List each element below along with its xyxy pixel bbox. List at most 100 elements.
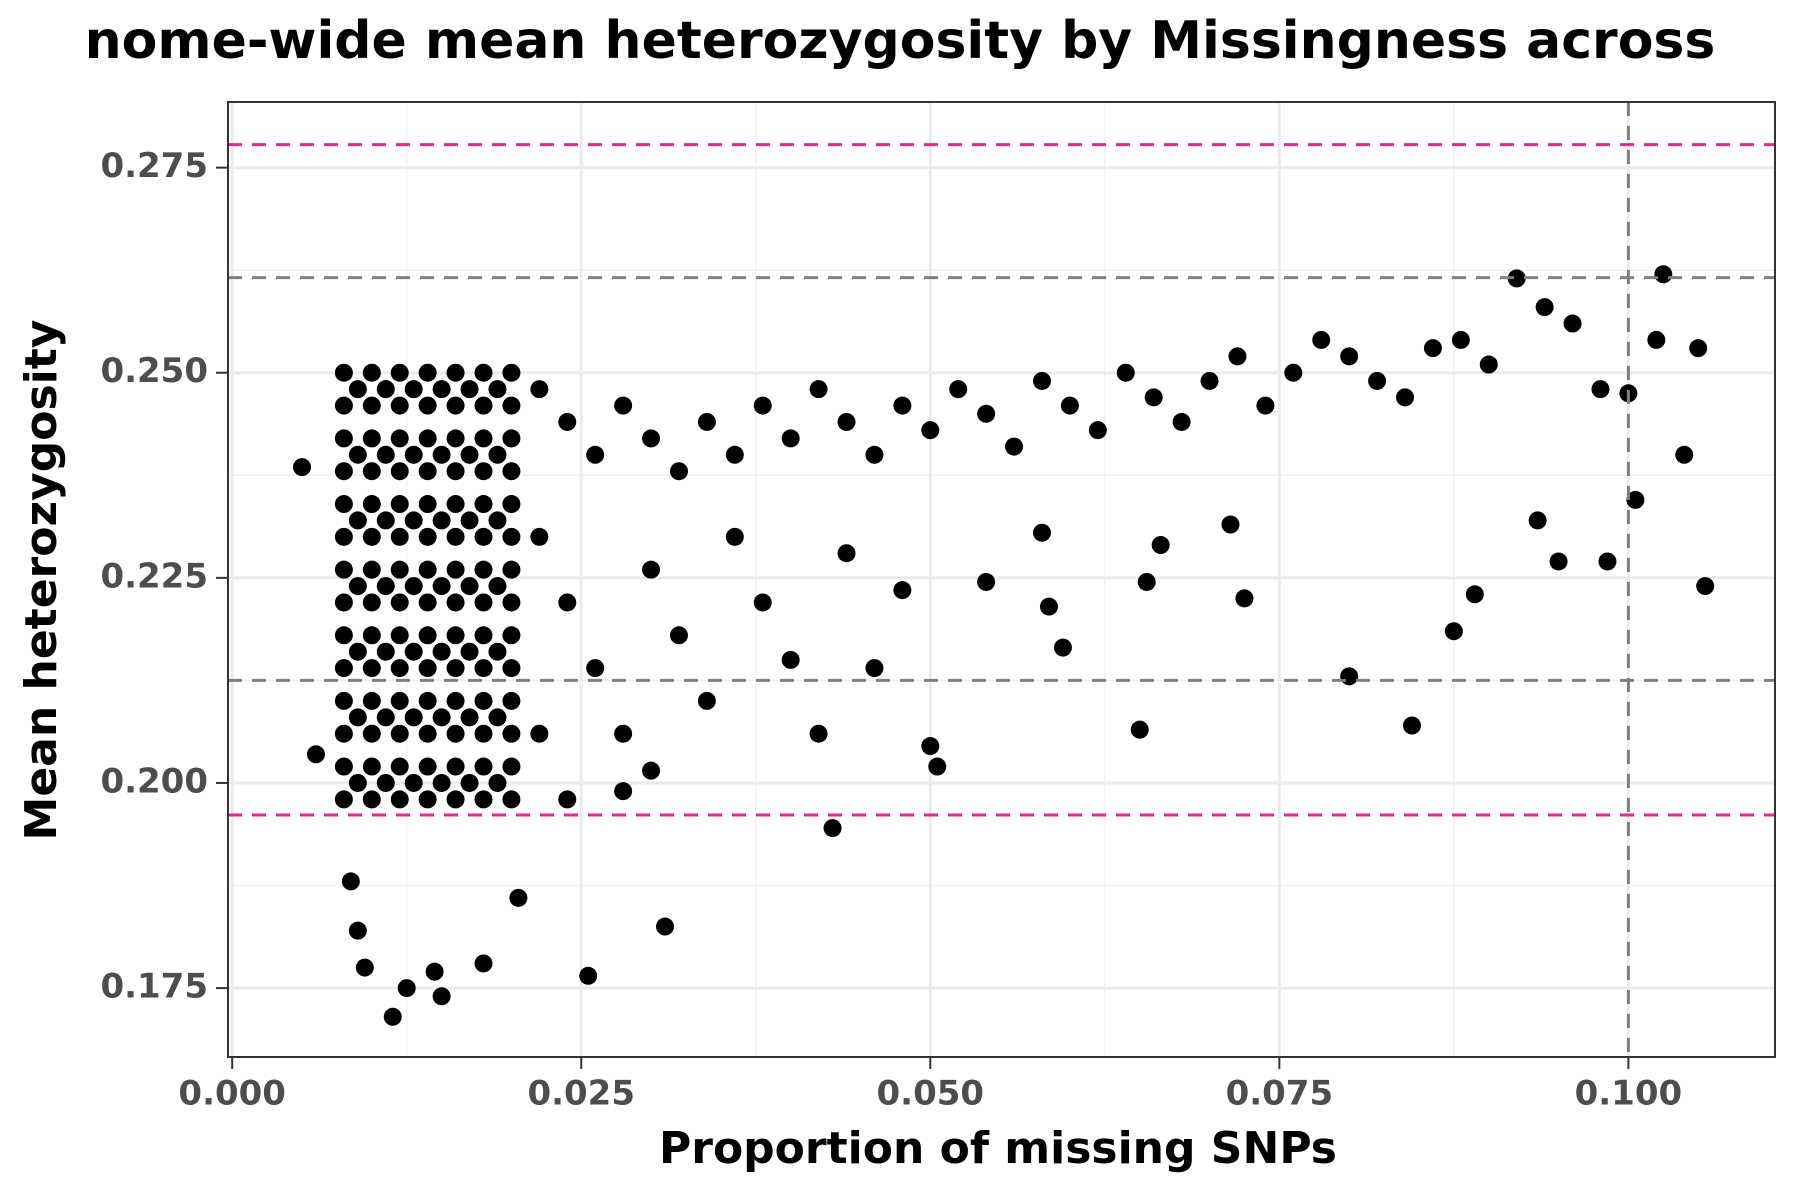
point [1200, 371, 1219, 390]
point [390, 691, 409, 710]
point [1563, 314, 1582, 333]
point [418, 462, 437, 481]
point [334, 593, 353, 612]
point [348, 921, 367, 940]
point [418, 429, 437, 448]
point [376, 380, 395, 399]
point [1130, 720, 1149, 739]
point [390, 396, 409, 415]
point [418, 724, 437, 743]
point [1032, 371, 1051, 390]
point [334, 790, 353, 809]
point [348, 773, 367, 792]
point [488, 445, 507, 464]
point [334, 626, 353, 645]
point [418, 593, 437, 612]
point [292, 458, 311, 477]
x-tick-label: 0.075 [1226, 1074, 1334, 1114]
point [334, 429, 353, 448]
point [488, 511, 507, 530]
point [614, 782, 633, 801]
point [1465, 585, 1484, 604]
point [753, 593, 772, 612]
point [460, 577, 479, 596]
point [474, 724, 493, 743]
point [362, 396, 381, 415]
point [355, 958, 374, 977]
point [1340, 347, 1359, 366]
point [921, 737, 940, 756]
point [502, 396, 521, 415]
point [1060, 396, 1079, 415]
point [446, 659, 465, 678]
point [390, 757, 409, 776]
point [334, 560, 353, 579]
point [376, 708, 395, 727]
point [418, 363, 437, 382]
point [390, 724, 409, 743]
point [1528, 511, 1547, 530]
point [474, 626, 493, 645]
point [362, 527, 381, 546]
y-tick-label: 0.175 [100, 967, 208, 1007]
point [837, 412, 856, 431]
point [1340, 667, 1359, 686]
point [1598, 552, 1617, 571]
point [488, 642, 507, 661]
point [460, 511, 479, 530]
point [725, 527, 744, 546]
point [404, 445, 423, 464]
point [530, 527, 549, 546]
point [376, 445, 395, 464]
point [362, 691, 381, 710]
point [418, 790, 437, 809]
point [460, 380, 479, 399]
point [362, 757, 381, 776]
point [1647, 330, 1666, 349]
point [446, 429, 465, 448]
point [530, 380, 549, 399]
point [1535, 298, 1554, 317]
point [376, 773, 395, 792]
point [502, 429, 521, 448]
point [579, 966, 598, 985]
point [558, 790, 577, 809]
point [362, 659, 381, 678]
point [977, 404, 996, 423]
point [1144, 388, 1163, 407]
point [474, 560, 493, 579]
point [586, 659, 605, 678]
point [418, 626, 437, 645]
y-tick-label: 0.250 [100, 351, 208, 391]
point [334, 363, 353, 382]
point [460, 773, 479, 792]
point [865, 659, 884, 678]
point [586, 445, 605, 464]
point [1549, 552, 1568, 571]
point [348, 511, 367, 530]
point [1654, 265, 1673, 284]
point [865, 445, 884, 464]
point [334, 724, 353, 743]
point [460, 642, 479, 661]
point [558, 593, 577, 612]
point [432, 577, 451, 596]
point [404, 511, 423, 530]
point [390, 790, 409, 809]
point [432, 987, 451, 1006]
point [432, 445, 451, 464]
point [488, 773, 507, 792]
point [383, 1007, 402, 1026]
point [390, 626, 409, 645]
point [474, 527, 493, 546]
point [348, 577, 367, 596]
point [446, 462, 465, 481]
point [418, 659, 437, 678]
point [376, 642, 395, 661]
point [725, 445, 744, 464]
point [460, 708, 479, 727]
y-tick-label: 0.200 [100, 761, 208, 801]
point [334, 757, 353, 776]
x-axis-title: Proportion of missing SNPs [659, 1123, 1337, 1174]
point [474, 659, 493, 678]
